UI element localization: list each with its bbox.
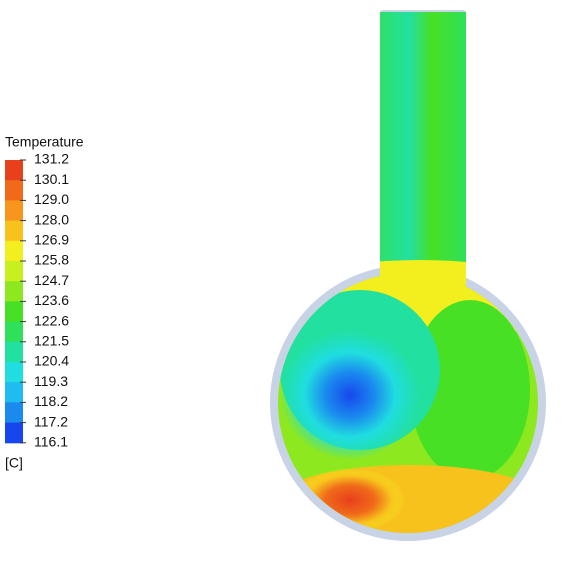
legend-level: 123.6 (34, 292, 69, 308)
legend-level: 125.8 (34, 252, 69, 268)
legend-unit: [C] (5, 455, 23, 471)
legend-swatch (5, 362, 23, 383)
legend-swatch (5, 200, 23, 222)
legend-level: 119.3 (34, 373, 68, 389)
legend-level: 121.5 (34, 333, 69, 349)
legend-level: 116.1 (34, 434, 68, 450)
legend-swatch (5, 422, 23, 444)
legend-level: 120.4 (34, 353, 69, 369)
legend-level: 126.9 (34, 232, 69, 248)
legend-swatch (5, 240, 23, 262)
legend-swatch (5, 382, 23, 403)
legend-level: 129.0 (34, 191, 69, 207)
legend-swatch (5, 261, 23, 282)
legend-level: 131.2 (34, 151, 69, 167)
legend-title: Temperature (5, 134, 84, 150)
legend-swatch (5, 301, 23, 323)
flask-contour (270, 10, 546, 541)
legend-level: 124.7 (34, 272, 69, 288)
legend-level: 122.6 (34, 312, 69, 328)
legend-swatch (5, 341, 23, 363)
legend-level: 118.2 (34, 393, 68, 409)
legend-swatch (5, 180, 23, 201)
legend-level: 128.0 (34, 211, 69, 227)
legend-swatch (5, 220, 23, 242)
legend: 131.2 130.1 129.0 128.0 126.9 125.8 124.7 123.6… (5, 151, 69, 450)
legend-swatch (5, 321, 23, 343)
legend-swatch (5, 281, 23, 302)
legend-swatch (5, 402, 23, 424)
legend-level: 130.1 (34, 171, 69, 187)
legend-swatch (5, 160, 23, 181)
legend-level: 117.2 (34, 413, 68, 429)
